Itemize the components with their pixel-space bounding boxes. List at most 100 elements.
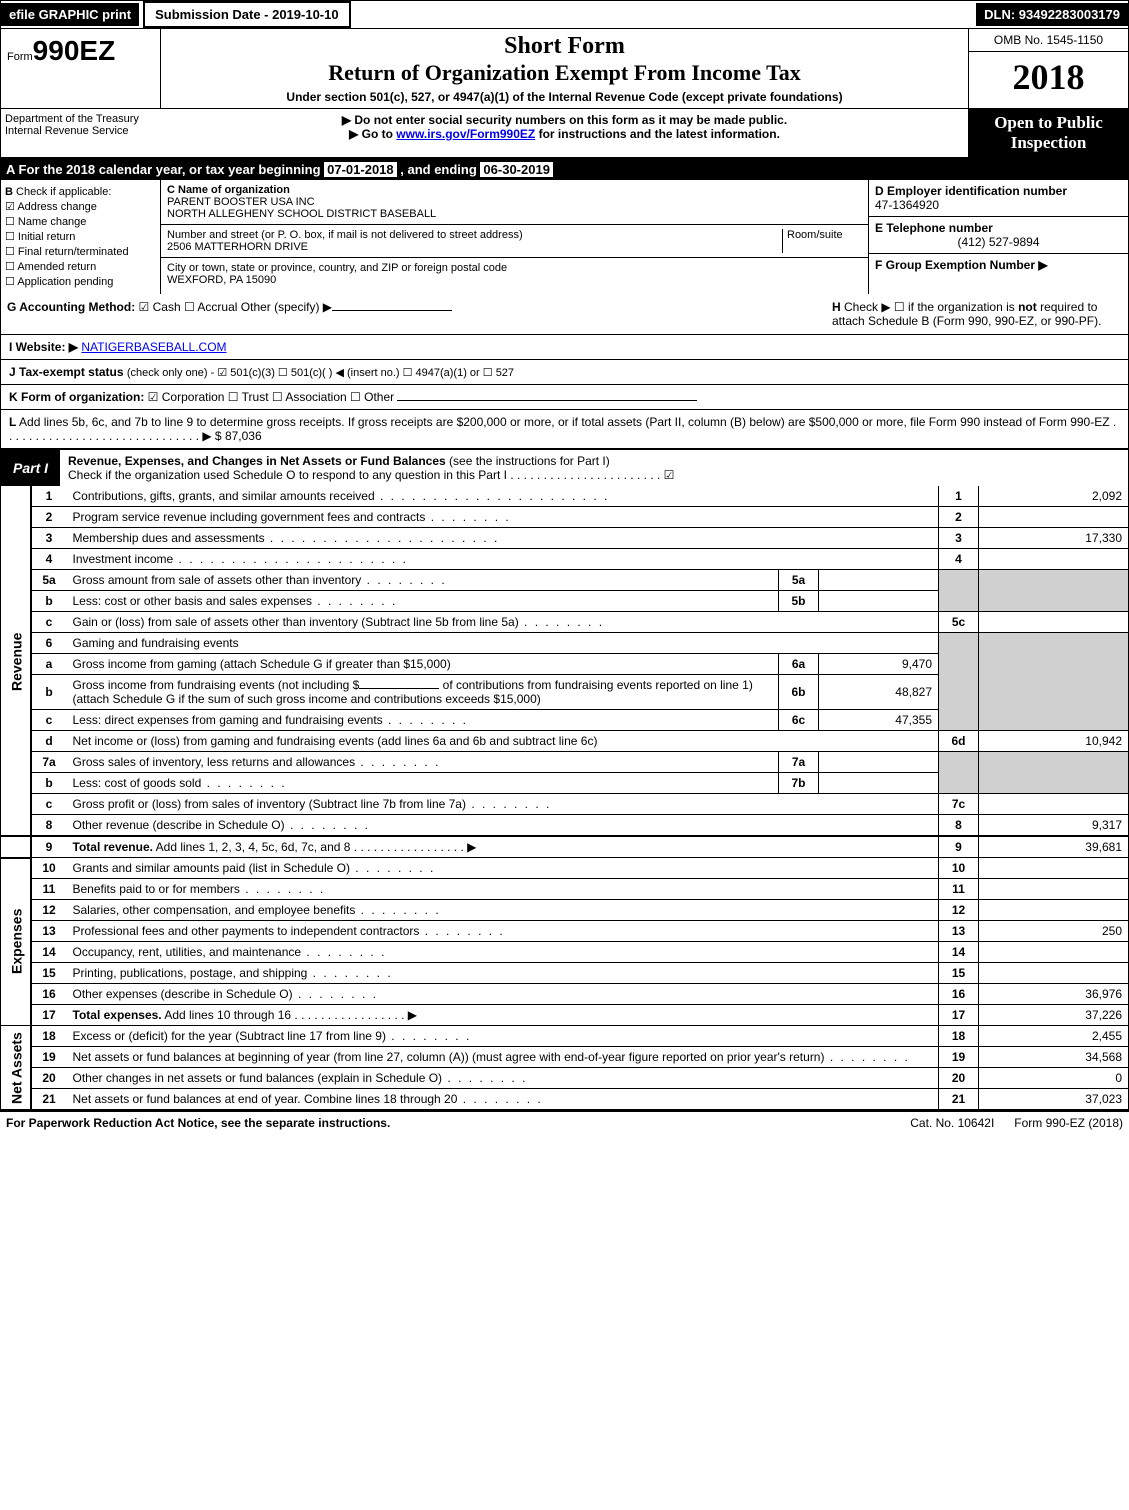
section-k: K Form of organization: ☑ Corporation ☐ … [0, 385, 1129, 410]
cat-number: Cat. No. 10642I [890, 1116, 1014, 1130]
checkbox-name-change[interactable]: Name change [5, 215, 156, 228]
part-1-subtitle: (see the instructions for Part I) [449, 454, 610, 468]
org-name-1: PARENT BOOSTER USA INC [167, 196, 862, 208]
irs-link[interactable]: www.irs.gov/Form990EZ [396, 127, 535, 141]
line-2: 2 Program service revenue including gove… [1, 507, 1129, 528]
paperwork-notice: For Paperwork Reduction Act Notice, see … [6, 1116, 890, 1130]
website-link[interactable]: NATIGERBASEBALL.COM [81, 340, 226, 354]
section-c: C Name of organization PARENT BOOSTER US… [161, 180, 868, 294]
goto-suffix: for instructions and the latest informat… [535, 127, 780, 141]
line-4-rn: 4 [939, 549, 979, 570]
line-6d: d Net income or (loss) from gaming and f… [1, 731, 1129, 752]
line-14-text: Occupancy, rent, utilities, and maintena… [73, 945, 387, 959]
page-footer: For Paperwork Reduction Act Notice, see … [0, 1110, 1129, 1134]
goto-prefix: ▶ Go to [349, 127, 396, 141]
section-l-label: L [9, 415, 16, 429]
tax-year-begin: 07-01-2018 [324, 162, 397, 177]
checkbox-initial-return[interactable]: Initial return [5, 230, 156, 243]
line-10-rn: 10 [939, 858, 979, 879]
checkbox-amended-return[interactable]: Amended return [5, 260, 156, 273]
checkbox-address-change[interactable]: Address change [5, 200, 156, 213]
line-6a-num: a [31, 654, 67, 675]
form-header: Form990EZ Short Form Return of Organizat… [0, 29, 1129, 109]
line-7c-text: Gross profit or (loss) from sales of inv… [73, 797, 552, 811]
line-7a-num: 7a [31, 752, 67, 773]
line-15-rn: 15 [939, 963, 979, 984]
form-lines-table: Revenue 1 Contributions, gifts, grants, … [0, 486, 1129, 1110]
line-13: 13 Professional fees and other payments … [1, 921, 1129, 942]
line-13-rn: 13 [939, 921, 979, 942]
org-name-cell: C Name of organization PARENT BOOSTER US… [161, 180, 868, 225]
line-14: 14 Occupancy, rent, utilities, and maint… [1, 942, 1129, 963]
line-19-text: Net assets or fund balances at beginning… [73, 1050, 910, 1064]
form-org-text: ☑ Corporation ☐ Trust ☐ Association ☐ Ot… [148, 390, 394, 404]
section-f: F Group Exemption Number ▶ [869, 254, 1128, 276]
line-5b-mn: 5b [779, 591, 819, 612]
line-10: Expenses 10 Grants and similar amounts p… [1, 858, 1129, 879]
line-7c-rv [979, 794, 1129, 815]
section-h-label: H [832, 300, 841, 314]
line-16: 16 Other expenses (describe in Schedule … [1, 984, 1129, 1005]
line-14-rv [979, 942, 1129, 963]
line-5a-mn: 5a [779, 570, 819, 591]
section-a-mid: , and ending [397, 162, 481, 177]
line-21-rv: 37,023 [979, 1089, 1129, 1110]
efile-print-button[interactable]: efile GRAPHIC print [1, 3, 141, 26]
line-1-text: Contributions, gifts, grants, and simila… [73, 489, 610, 503]
line-19-num: 19 [31, 1047, 67, 1068]
line-5b-text: Less: cost or other basis and sales expe… [73, 594, 398, 608]
line-7a: 7a Gross sales of inventory, less return… [1, 752, 1129, 773]
line-5a-mv [819, 570, 939, 591]
under-section-text: Under section 501(c), 527, or 4947(a)(1)… [165, 90, 964, 104]
line-15-rv [979, 963, 1129, 984]
line-21: 21 Net assets or fund balances at end of… [1, 1089, 1129, 1110]
line-9-rn: 9 [939, 836, 979, 858]
cash-option[interactable]: Cash [153, 300, 181, 314]
line-7a-mn: 7a [779, 752, 819, 773]
tax-year-end: 06-30-2019 [480, 162, 553, 177]
checkbox-application-pending[interactable]: Application pending [5, 275, 156, 288]
line-21-num: 21 [31, 1089, 67, 1110]
line-14-rn: 14 [939, 942, 979, 963]
dept-treasury: Department of the Treasury Internal Reve… [1, 109, 161, 157]
section-j: J Tax-exempt status (check only one) - ☑… [0, 360, 1129, 385]
line-17-bold: Total expenses. [73, 1008, 162, 1022]
line-6a-mv: 9,470 [819, 654, 939, 675]
form-title-cell: Short Form Return of Organization Exempt… [161, 29, 968, 108]
line-16-rv: 36,976 [979, 984, 1129, 1005]
form-ref: Form 990-EZ (2018) [1014, 1116, 1123, 1130]
line-6c-text: Less: direct expenses from gaming and fu… [73, 713, 469, 727]
line-6d-num: d [31, 731, 67, 752]
line-4-num: 4 [31, 549, 67, 570]
line-2-rn: 2 [939, 507, 979, 528]
omb-number: OMB No. 1545-1150 [969, 29, 1128, 52]
ein-value: 47-1364920 [875, 198, 1122, 212]
line-13-text: Professional fees and other payments to … [73, 924, 505, 938]
accrual-option[interactable]: Accrual [197, 300, 237, 314]
omb-year-cell: OMB No. 1545-1150 2018 [968, 29, 1128, 108]
line-20-rv: 0 [979, 1068, 1129, 1089]
check-if-applicable: Check if applicable: [16, 186, 111, 198]
line-6d-text: Net income or (loss) from gaming and fun… [67, 731, 939, 752]
line-11-num: 11 [31, 879, 67, 900]
line-10-rv [979, 858, 1129, 879]
line-21-rn: 21 [939, 1089, 979, 1110]
line-19-rv: 34,568 [979, 1047, 1129, 1068]
line-21-text: Net assets or fund balances at end of ye… [73, 1092, 543, 1106]
line-17: 17 Total expenses. Add lines 10 through … [1, 1005, 1129, 1026]
line-15-num: 15 [31, 963, 67, 984]
section-b-label: B [5, 186, 13, 198]
checkbox-final-return[interactable]: Final return/terminated [5, 245, 156, 258]
section-l: L Add lines 5b, 6c, and 7b to line 9 to … [0, 410, 1129, 449]
shaded-7 [939, 752, 979, 794]
line-5c-rv [979, 612, 1129, 633]
form-prefix: Form [7, 51, 33, 63]
line-7c-rn: 7c [939, 794, 979, 815]
line-3-rn: 3 [939, 528, 979, 549]
line-15-text: Printing, publications, postage, and shi… [73, 966, 393, 980]
line-7c: c Gross profit or (loss) from sales of i… [1, 794, 1129, 815]
section-l-text: Add lines 5b, 6c, and 7b to line 9 to de… [9, 415, 1116, 443]
section-h-not: not [1018, 300, 1037, 314]
other-option[interactable]: Other (specify) ▶ [241, 300, 332, 314]
group-exemption-label: F Group Exemption Number ▶ [875, 258, 1048, 272]
